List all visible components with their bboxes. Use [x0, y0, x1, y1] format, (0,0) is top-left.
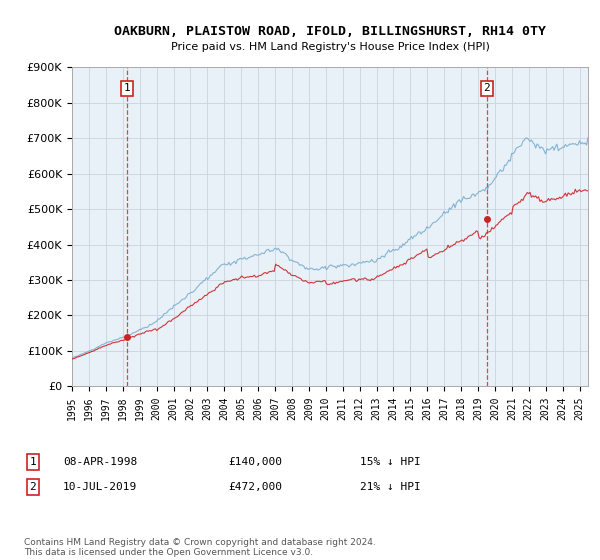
Text: 21% ↓ HPI: 21% ↓ HPI	[360, 482, 421, 492]
Text: 08-APR-1998: 08-APR-1998	[63, 457, 137, 467]
Text: Contains HM Land Registry data © Crown copyright and database right 2024.
This d: Contains HM Land Registry data © Crown c…	[24, 538, 376, 557]
Text: 10-JUL-2019: 10-JUL-2019	[63, 482, 137, 492]
Text: 2: 2	[484, 83, 490, 94]
Text: Price paid vs. HM Land Registry's House Price Index (HPI): Price paid vs. HM Land Registry's House …	[170, 42, 490, 52]
Text: 1: 1	[29, 457, 37, 467]
Text: 1: 1	[124, 83, 131, 94]
Text: OAKBURN, PLAISTOW ROAD, IFOLD, BILLINGSHURST, RH14 0TY: OAKBURN, PLAISTOW ROAD, IFOLD, BILLINGSH…	[114, 25, 546, 38]
Text: £140,000: £140,000	[228, 457, 282, 467]
Text: 2: 2	[29, 482, 37, 492]
Text: 15% ↓ HPI: 15% ↓ HPI	[360, 457, 421, 467]
Text: £472,000: £472,000	[228, 482, 282, 492]
